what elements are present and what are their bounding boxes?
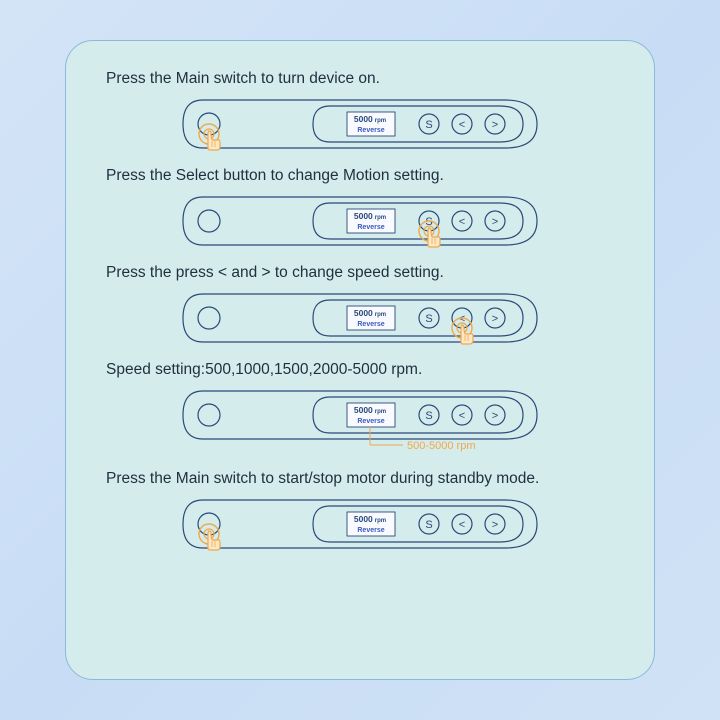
instruction-card: Press the Main switch to turn device on.… [65,40,655,680]
device-diagram-2: 5000rpm Reverse S < > [106,193,614,253]
svg-text:Reverse: Reverse [357,224,384,231]
step-5: Press the Main switch to start/stop moto… [106,469,614,556]
device-diagram-1: 5000rpm Reverse S < > [106,96,614,156]
svg-text:Reverse: Reverse [357,527,384,534]
svg-text:>: > [492,119,498,131]
svg-text:S: S [425,410,432,422]
step-3-text: Press the press < and > to change speed … [106,263,614,284]
svg-text:500-5000 rpm: 500-5000 rpm [407,440,476,452]
svg-text:<: < [459,410,465,422]
step-1-text: Press the Main switch to turn device on. [106,69,614,90]
svg-text:<: < [459,519,465,531]
step-2: Press the Select button to change Motion… [106,166,614,253]
svg-text:Reverse: Reverse [357,418,384,425]
device-diagram-5: 5000rpm Reverse S < > [106,496,614,556]
svg-text:>: > [492,519,498,531]
svg-text:<: < [459,119,465,131]
svg-text:>: > [492,216,498,228]
step-4-text: Speed setting:500,1000,1500,2000-5000 rp… [106,360,614,381]
svg-text:S: S [425,119,432,131]
device-diagram-3: 5000rpm Reverse S < > [106,290,614,350]
svg-text:S: S [425,313,432,325]
step-1: Press the Main switch to turn device on.… [106,69,614,156]
svg-text:>: > [492,410,498,422]
svg-text:>: > [492,313,498,325]
svg-text:<: < [459,216,465,228]
step-2-text: Press the Select button to change Motion… [106,166,614,187]
svg-text:Reverse: Reverse [357,321,384,328]
device-diagram-4: 5000rpm Reverse S < > 500-5000 rpm [106,387,614,459]
step-3: Press the press < and > to change speed … [106,263,614,350]
svg-text:Reverse: Reverse [357,127,384,134]
step-4: Speed setting:500,1000,1500,2000-5000 rp… [106,360,614,459]
svg-text:S: S [425,519,432,531]
step-5-text: Press the Main switch to start/stop moto… [106,469,614,490]
